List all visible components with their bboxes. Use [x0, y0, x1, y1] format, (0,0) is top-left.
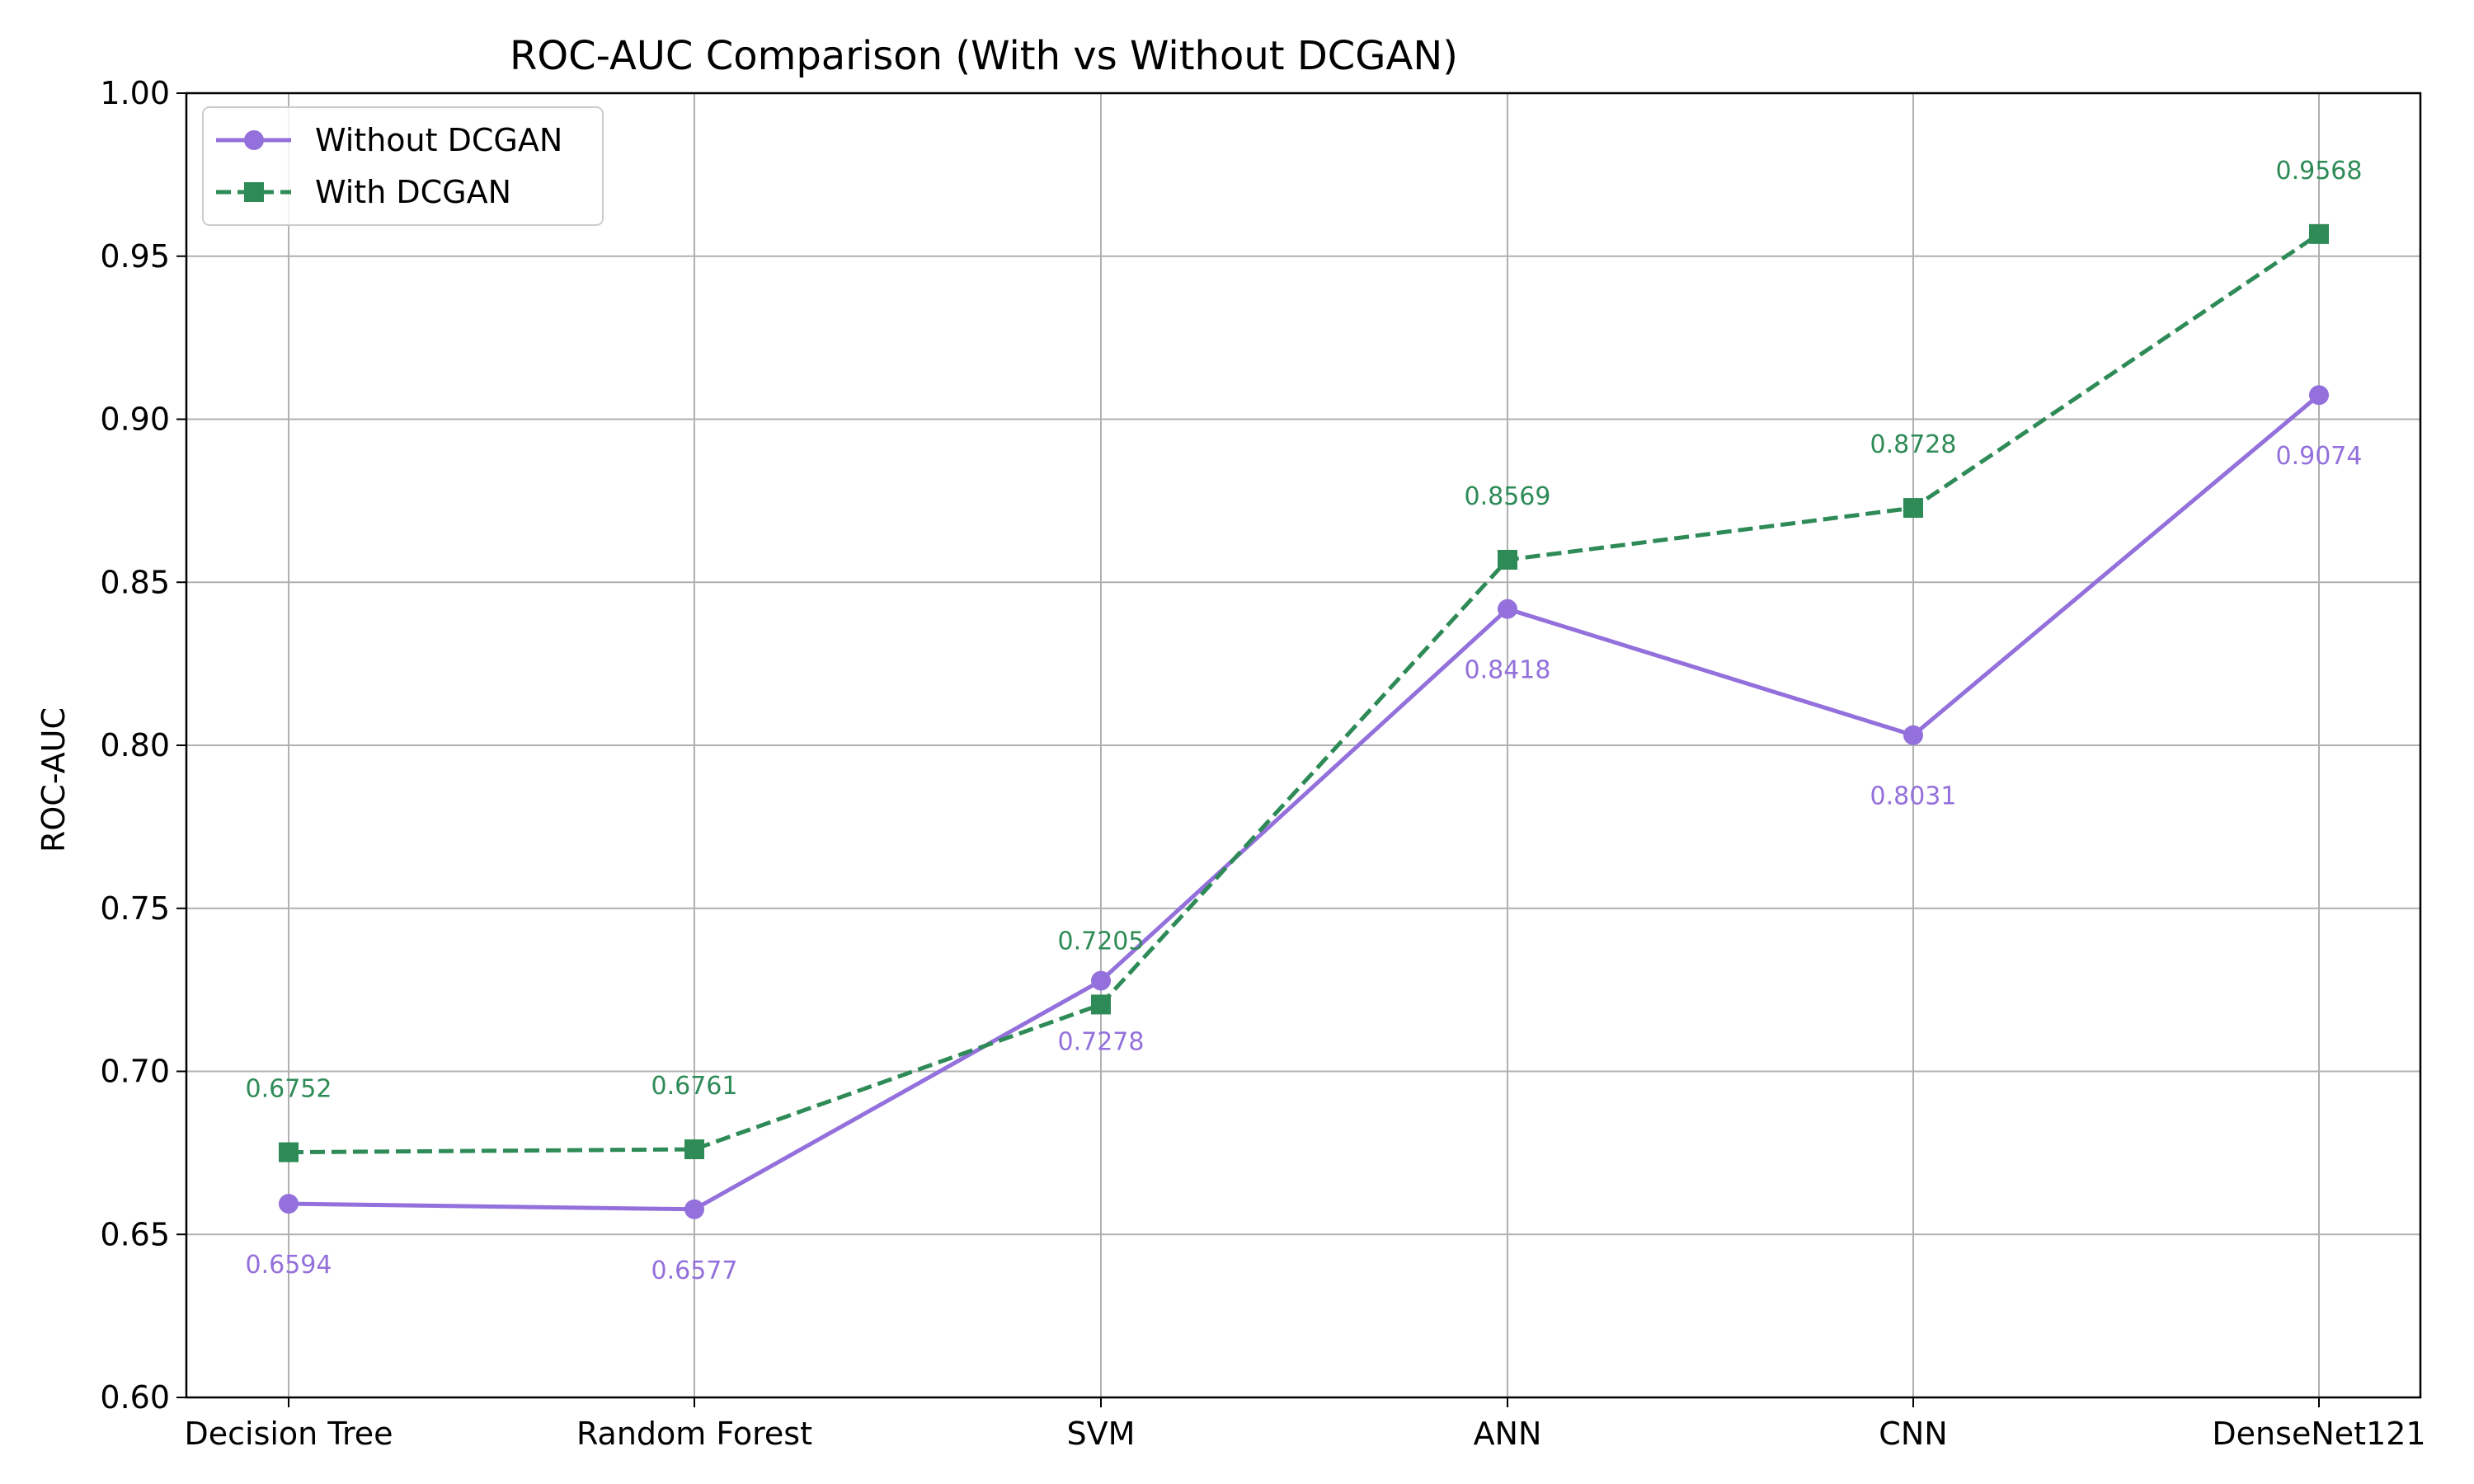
data-point-marker	[2309, 223, 2329, 244]
data-label: 0.8728	[1870, 430, 1957, 459]
y-tick-label: 0.70	[100, 1054, 170, 1090]
data-point-marker	[279, 1142, 299, 1162]
legend-label: Without DCGAN	[315, 122, 562, 158]
y-tick-label: 1.00	[100, 75, 170, 111]
data-label: 0.8569	[1465, 482, 1551, 511]
data-point-marker	[1091, 970, 1111, 991]
y-axis-label: ROC-AUC	[35, 707, 72, 852]
data-point-marker	[279, 1194, 299, 1214]
y-tick-label: 0.90	[100, 402, 170, 438]
y-tick-label: 0.85	[100, 564, 170, 600]
legend: Without DCGAN With DCGAN	[202, 106, 604, 226]
data-point-marker	[2309, 385, 2329, 406]
data-label: 0.8031	[1870, 782, 1957, 811]
series-line-0	[288, 393, 2321, 1212]
y-tick-label: 0.75	[100, 890, 170, 927]
x-tick-label: ANN	[1474, 1416, 1542, 1452]
data-point-marker	[684, 1139, 704, 1160]
x-tick-label: Random Forest	[576, 1416, 812, 1452]
data-label: 0.6752	[246, 1075, 332, 1104]
data-label: 0.9568	[2276, 157, 2363, 186]
data-point-marker	[1903, 725, 1923, 745]
data-label: 0.9074	[2276, 442, 2363, 471]
legend-marker	[244, 182, 264, 202]
data-label: 0.6761	[651, 1072, 738, 1101]
data-labels: 0.6594 0.6577 0.7278 0.8418 0.8031 0.9074 0.67…	[246, 157, 2363, 1285]
legend-marker	[244, 130, 264, 150]
axis-ticks: 0.60 0.65 0.70 0.75 0.80 0.85 0.90 0.95 1.00 Deci…	[100, 75, 2425, 1452]
x-tick-label: DenseNet121	[2212, 1416, 2425, 1452]
data-label: 0.8418	[1465, 656, 1551, 685]
x-tick-label: SVM	[1067, 1416, 1136, 1452]
data-point-marker	[1903, 498, 1923, 519]
data-label: 0.6577	[651, 1256, 738, 1285]
data-point-marker	[684, 1199, 704, 1219]
data-point-marker	[1498, 599, 1517, 619]
x-tick-label: Decision Tree	[184, 1416, 393, 1452]
y-tick-label: 0.60	[100, 1379, 170, 1416]
legend-label: With DCGAN	[315, 174, 511, 210]
y-tick-label: 0.95	[100, 238, 170, 275]
data-label: 0.7205	[1058, 927, 1145, 956]
x-tick-label: CNN	[1879, 1416, 1947, 1452]
chart-title: ROC-AUC Comparison (With vs Without DCGA…	[510, 33, 1458, 79]
data-point-marker	[1091, 994, 1111, 1015]
data-label: 0.6594	[246, 1251, 332, 1280]
y-tick-label: 0.65	[100, 1216, 170, 1252]
y-tick-label: 0.80	[100, 727, 170, 763]
data-label: 0.7278	[1058, 1028, 1145, 1057]
legend-box	[202, 106, 604, 226]
data-point-marker	[1498, 549, 1517, 570]
series-line-1	[288, 232, 2321, 1155]
series-group	[279, 223, 2329, 1219]
